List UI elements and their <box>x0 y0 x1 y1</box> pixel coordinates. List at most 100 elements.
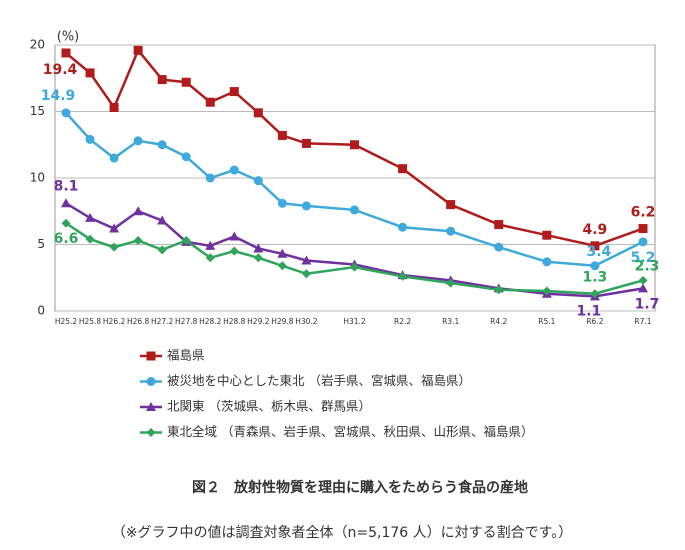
point <box>61 108 71 118</box>
point <box>350 140 359 150</box>
point <box>494 220 504 230</box>
point <box>350 205 359 215</box>
point <box>229 246 239 256</box>
data-label: 4.9 <box>583 222 608 238</box>
legend-label: 東北全域 （青森県、岩手県、宮城県、秋田県、山形県、福島県） <box>167 424 533 439</box>
legend-label: 被災地を中心とした東北 （岩手県、宮城県、福島県） <box>167 373 471 388</box>
point <box>446 278 456 288</box>
point <box>109 103 119 113</box>
point <box>181 236 191 246</box>
point <box>157 215 168 225</box>
x-tick-label: H29.2 <box>247 317 270 326</box>
y-tick-label: 20 <box>30 38 45 52</box>
data-label: 14.9 <box>41 88 76 104</box>
point <box>181 152 191 162</box>
x-tick-label: H27.8 <box>175 317 198 326</box>
legend-marker <box>146 402 156 411</box>
point <box>61 198 71 208</box>
point <box>253 108 263 118</box>
x-tick-label: H25.2 <box>55 317 78 326</box>
point <box>85 234 95 244</box>
point <box>542 257 552 267</box>
point <box>253 253 263 263</box>
point <box>590 241 600 251</box>
point <box>301 255 312 265</box>
point <box>157 140 167 150</box>
point <box>229 87 239 97</box>
point <box>157 75 167 85</box>
x-tick-label: H29.8 <box>271 317 294 326</box>
point <box>446 200 456 210</box>
point <box>398 164 408 174</box>
point <box>253 176 263 186</box>
legend-marker <box>146 428 156 437</box>
point <box>277 130 287 140</box>
point <box>494 242 504 252</box>
x-tick-label: R7.1 <box>634 317 651 326</box>
point <box>205 97 215 107</box>
legend-label: 北関東 （茨城県、栃木県、群馬県） <box>167 399 371 414</box>
legend-marker <box>146 351 156 361</box>
data-label: 5.2 <box>631 250 656 266</box>
legend-marker <box>146 377 156 386</box>
series-line <box>65 47 644 248</box>
y-tick-label: 5 <box>37 237 45 251</box>
point <box>61 218 71 228</box>
x-tick-label: R3.1 <box>442 317 459 326</box>
point <box>638 283 648 293</box>
point <box>133 45 143 55</box>
point <box>205 253 215 263</box>
point <box>109 242 119 252</box>
point <box>301 138 311 148</box>
x-tick-label: R5.1 <box>538 317 555 326</box>
point <box>253 243 264 253</box>
point <box>398 271 408 281</box>
point <box>229 165 239 175</box>
point <box>133 206 144 216</box>
point <box>494 285 504 295</box>
point <box>181 77 191 87</box>
x-tick-label: H28.2 <box>199 317 222 326</box>
point <box>590 289 600 299</box>
x-tick-label: H26.2 <box>103 317 126 326</box>
point <box>85 134 95 144</box>
x-tick-label: R4.2 <box>490 317 507 326</box>
series-line <box>65 202 644 298</box>
legend-label: 福島県 <box>167 348 205 363</box>
series-line <box>65 111 644 268</box>
x-tick-label: H28.8 <box>223 317 246 326</box>
point <box>638 237 648 247</box>
data-label: 1.1 <box>577 303 602 319</box>
x-tick-label: H27.2 <box>151 317 174 326</box>
point <box>277 261 287 271</box>
x-tick-label: R6.2 <box>586 317 603 326</box>
point <box>301 201 311 211</box>
data-label: 3.4 <box>587 244 612 260</box>
y-unit: (%) <box>57 30 80 45</box>
data-label: 8.1 <box>54 178 79 194</box>
point <box>133 236 143 246</box>
point <box>638 275 648 285</box>
data-label: 2.3 <box>635 258 660 274</box>
series-line <box>65 222 644 295</box>
x-tick-label: H31.2 <box>343 317 366 326</box>
y-tick-label: 10 <box>30 171 45 185</box>
point <box>61 48 71 58</box>
data-label: 1.3 <box>583 270 608 286</box>
point <box>398 222 408 232</box>
point <box>205 173 215 183</box>
point <box>542 230 552 240</box>
point <box>109 223 120 233</box>
chart-title: 図２ 放射性物質を理由に購入をためらう食品の産地 <box>192 479 528 496</box>
data-label: 19.4 <box>43 62 78 78</box>
point <box>85 212 96 222</box>
point <box>350 262 359 272</box>
point <box>590 261 600 271</box>
point <box>277 248 288 258</box>
chart-note: （※グラフ中の値は調査対象者全体（n=5,176 人）に対する割合です。） <box>112 524 572 541</box>
point <box>109 153 119 163</box>
point <box>277 198 287 208</box>
x-tick-label: H30.2 <box>295 317 318 326</box>
point <box>133 136 143 146</box>
